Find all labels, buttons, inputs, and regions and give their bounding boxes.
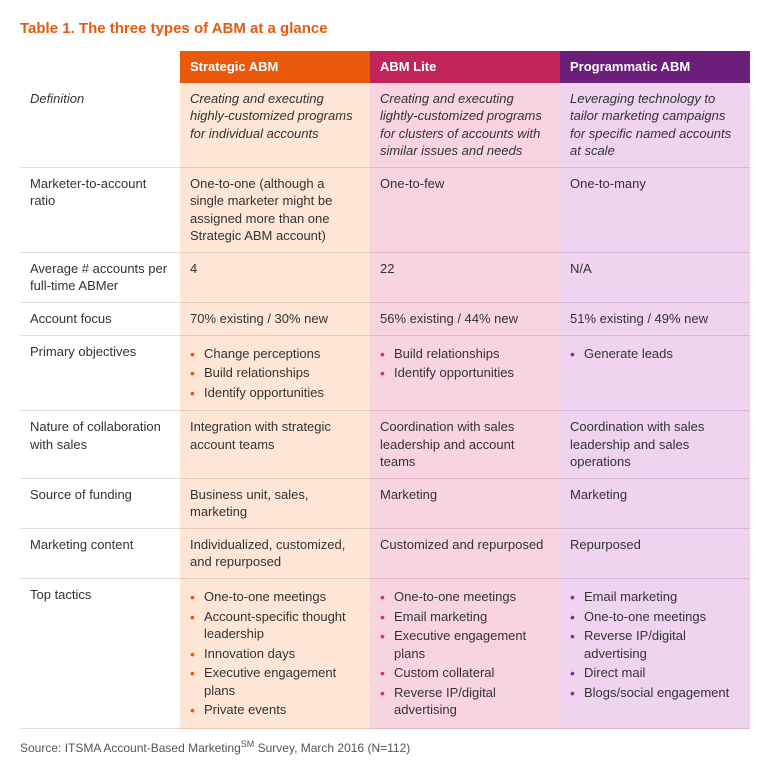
cell: Customized and repurposed — [370, 528, 560, 578]
list-item: One-to-one meetings — [190, 588, 360, 606]
row-label: Average # accounts per full-time ABMer — [20, 252, 180, 302]
list-item: Account-specific thought leadership — [190, 608, 360, 643]
table-row: Marketing contentIndividualized, customi… — [20, 528, 750, 578]
cell: Creating and executing highly-customized… — [180, 83, 370, 168]
table-row: Account focus70% existing / 30% new56% e… — [20, 303, 750, 336]
cell: 4 — [180, 252, 370, 302]
table-row: Average # accounts per full-time ABMer42… — [20, 252, 750, 302]
cell: N/A — [560, 252, 750, 302]
row-label: Account focus — [20, 303, 180, 336]
cell: Integration with strategic account teams — [180, 411, 370, 479]
list-item: Identify opportunities — [190, 384, 360, 402]
list-item: Executive engagement plans — [190, 664, 360, 699]
list-item: Email marketing — [380, 608, 550, 626]
list-item: Reverse IP/digital advertising — [570, 627, 740, 662]
row-label: Top tactics — [20, 579, 180, 729]
corner-cell — [20, 51, 180, 83]
cell: Leveraging technology to tailor marketin… — [560, 83, 750, 168]
source-note: Source: ITSMA Account-Based MarketingSM … — [20, 739, 746, 755]
cell: One-to-one meetings Account-specific thou… — [180, 579, 370, 729]
cell: Coordination with sales leadership and s… — [560, 411, 750, 479]
bullet-list: One-to-one meetings Email marketingExecut… — [380, 588, 550, 719]
cell: Individualized, customized, and repurpos… — [180, 528, 370, 578]
list-item: Custom collateral — [380, 664, 550, 682]
list-item: Build relationships — [190, 364, 360, 382]
table-row: Marketer-to-account ratioOne-to-one (alt… — [20, 167, 750, 252]
source-suffix: Survey, March 2016 (N=112) — [254, 741, 410, 755]
table-row: Top tactics One-to-one meetings Account-sp… — [20, 579, 750, 729]
table-row: DefinitionCreating and executing highly-… — [20, 83, 750, 168]
col-header-programmatic: Programmatic ABM — [560, 51, 750, 83]
cell: 22 — [370, 252, 560, 302]
table-title: Table 1. The three types of ABM at a gla… — [20, 20, 746, 37]
abm-table: Strategic ABM ABM Lite Programmatic ABM … — [20, 51, 750, 729]
row-label: Marketer-to-account ratio — [20, 167, 180, 252]
list-item: Identify opportunities — [380, 364, 550, 382]
list-item: Direct mail — [570, 664, 740, 682]
source-prefix: Source: ITSMA Account-Based Marketing — [20, 741, 241, 755]
col-header-lite: ABM Lite — [370, 51, 560, 83]
list-item: Generate leads — [570, 345, 740, 363]
cell: Repurposed — [560, 528, 750, 578]
cell: 51% existing / 49% new — [560, 303, 750, 336]
col-header-strategic: Strategic ABM — [180, 51, 370, 83]
table-row: Nature of collaboration with salesIntegr… — [20, 411, 750, 479]
cell: 70% existing / 30% new — [180, 303, 370, 336]
bullet-list: Email marketing One-to-one meetingsRevers… — [570, 588, 740, 701]
cell: One-to-one meetings Email marketingExecut… — [370, 579, 560, 729]
cell: One-to-few — [370, 167, 560, 252]
cell: Marketing — [560, 478, 750, 528]
list-item: Innovation days — [190, 645, 360, 663]
cell: One-to-one (although a single marketer m… — [180, 167, 370, 252]
source-sm: SM — [241, 739, 255, 749]
cell: One-to-many — [560, 167, 750, 252]
cell: Generate leads — [560, 335, 750, 411]
list-item: Private events — [190, 701, 360, 719]
row-label: Marketing content — [20, 528, 180, 578]
list-item: Executive engagement plans — [380, 627, 550, 662]
cell: Build relationshipsIdentify opportunitie… — [370, 335, 560, 411]
list-item: One-to-one meetings — [380, 588, 550, 606]
bullet-list: Generate leads — [570, 345, 740, 363]
list-item: Change perceptions — [190, 345, 360, 363]
bullet-list: One-to-one meetings Account-specific thou… — [190, 588, 360, 719]
list-item: Blogs/social engagement — [570, 684, 740, 702]
bullet-list: Build relationshipsIdentify opportunitie… — [380, 345, 550, 382]
cell: Creating and executing lightly-customize… — [370, 83, 560, 168]
list-item: Email marketing — [570, 588, 740, 606]
row-label: Primary objectives — [20, 335, 180, 411]
cell: Change perceptionsBuild relationships Ide… — [180, 335, 370, 411]
list-item: One-to-one meetings — [570, 608, 740, 626]
cell: Email marketing One-to-one meetingsRevers… — [560, 579, 750, 729]
list-item: Reverse IP/digital advertising — [380, 684, 550, 719]
table-row: Primary objectivesChange perceptionsBuil… — [20, 335, 750, 411]
cell: Marketing — [370, 478, 560, 528]
table-row: Source of fundingBusiness unit, sales, m… — [20, 478, 750, 528]
row-label: Source of funding — [20, 478, 180, 528]
list-item: Build relationships — [380, 345, 550, 363]
cell: Business unit, sales, marketing — [180, 478, 370, 528]
row-label: Definition — [20, 83, 180, 168]
header-row: Strategic ABM ABM Lite Programmatic ABM — [20, 51, 750, 83]
cell: 56% existing / 44% new — [370, 303, 560, 336]
cell: Coordination with sales leadership and a… — [370, 411, 560, 479]
bullet-list: Change perceptionsBuild relationships Ide… — [190, 345, 360, 402]
row-label: Nature of collaboration with sales — [20, 411, 180, 479]
